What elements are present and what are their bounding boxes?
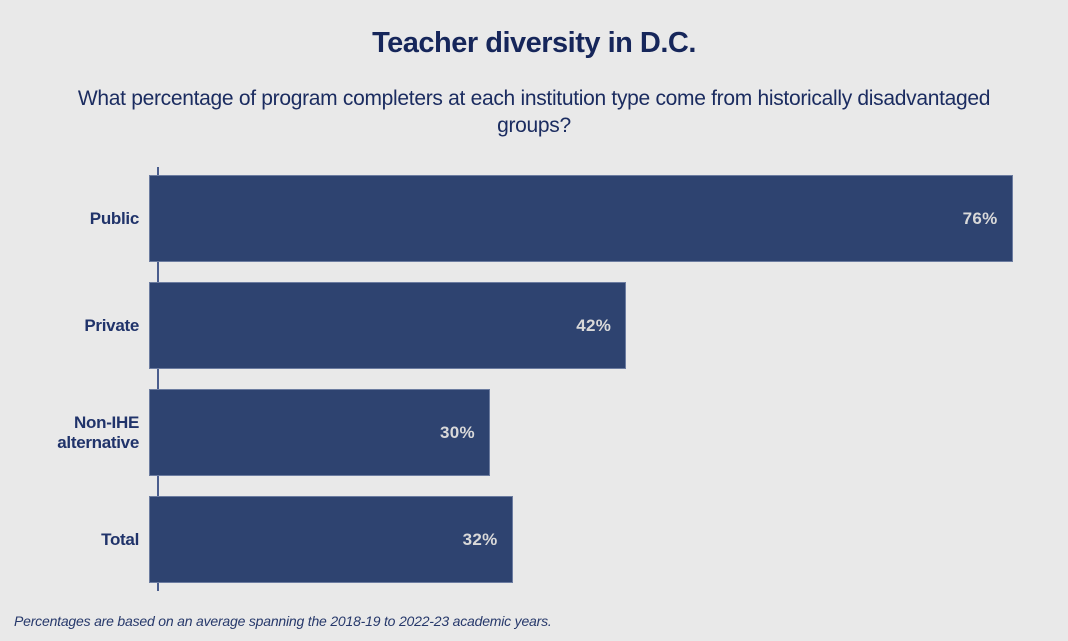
chart-subtitle: What percentage of program completers at… [77, 87, 991, 137]
bar-track: 30% [149, 389, 1058, 476]
bar-chart: Public 76% Private 42% Non-IHE alternative 30… [0, 167, 1058, 591]
y-axis-line [157, 167, 159, 591]
bar-row: Non-IHE alternative 30% [0, 389, 1058, 476]
bar-track: 76% [149, 175, 1058, 262]
bar: 42% [149, 282, 627, 369]
bar-value-label: 42% [576, 315, 612, 335]
category-label: Total [101, 529, 139, 549]
bar-value-label: 32% [462, 529, 498, 549]
category-label: Public [89, 208, 140, 228]
bar-row: Public 76% [0, 175, 1058, 262]
category-label: Non-IHE alternative [57, 412, 139, 452]
bar-row: Total 32% [0, 496, 1058, 583]
bar: 32% [149, 496, 513, 583]
chart-footnote: Percentages are based on an average span… [14, 613, 552, 629]
category-label: Private [84, 315, 139, 335]
bar-rows: Public 76% Private 42% Non-IHE alternative 30… [0, 175, 1058, 583]
bar: 76% [149, 175, 1013, 262]
bar-value-label: 30% [439, 422, 475, 442]
chart-title: Teacher diversity in D.C. [372, 27, 696, 59]
bar-track: 42% [149, 282, 1058, 369]
bar: 30% [149, 389, 490, 476]
bar-row: Private 42% [0, 282, 1058, 369]
bar-value-label: 76% [962, 208, 998, 228]
bar-track: 32% [149, 496, 1058, 583]
